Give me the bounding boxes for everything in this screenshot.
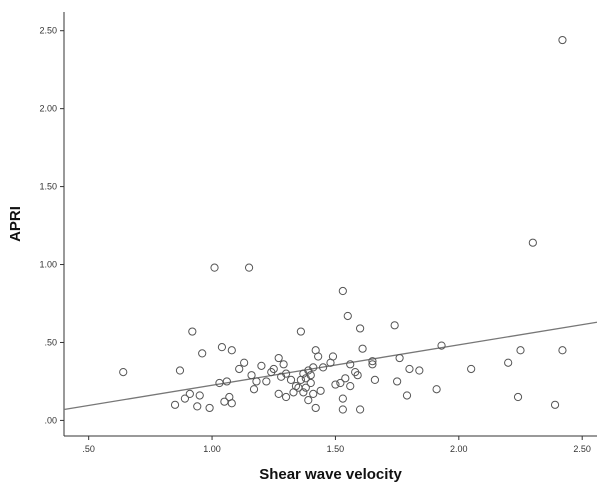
y-tick-label: 2.00 [39,104,57,114]
data-point [341,374,350,383]
data-point [205,403,214,413]
data-point [309,363,318,372]
data-point [304,396,313,405]
data-point [210,263,219,272]
data-point [262,377,271,386]
data-point [227,399,236,408]
data-point [279,360,288,369]
data-point [402,391,412,400]
data-point [558,346,567,355]
data-point [331,380,340,389]
y-tick-label: .50 [44,337,57,347]
data-point [220,397,229,406]
data-point [356,405,365,414]
y-tick-label: .00 [44,415,57,425]
x-tick-label: 1.00 [203,444,221,454]
data-points [119,35,567,414]
data-point [257,361,266,370]
data-point [119,367,128,377]
data-point [356,324,365,333]
data-point [301,383,310,392]
data-point [175,366,185,375]
x-tick-label: .50 [82,444,95,454]
data-point [395,353,404,363]
data-point [550,400,560,409]
data-point [338,405,347,414]
data-point [296,327,305,336]
data-point [405,364,414,374]
data-point [299,388,308,397]
data-point [368,360,377,369]
x-tick-label: 1.50 [327,444,345,454]
data-point [338,394,347,403]
data-point [195,391,204,400]
data-point [338,286,347,296]
data-point [247,371,256,380]
data-point [235,364,244,374]
x-tick-label: 2.00 [450,444,468,454]
data-point [346,360,355,369]
data-point [346,382,355,391]
data-point [306,371,315,380]
data-point [432,385,441,394]
data-point [286,375,296,384]
y-tick-label: 2.50 [39,26,57,36]
data-point [252,377,261,386]
data-point [217,343,227,352]
data-point [249,385,259,394]
x-tick-label: 2.50 [573,444,591,454]
data-point [240,358,249,367]
y-axis-title: APRI [7,206,24,242]
y-tick-label: 1.50 [39,182,57,192]
data-point [370,375,380,384]
data-point [185,389,194,399]
data-point [274,389,283,399]
data-point [306,378,315,388]
data-point [516,346,525,355]
x-axis-title: Shear wave velocity [259,466,402,483]
x-axis-ticks: .50 1.00 1.50 2.00 2.50 [82,436,591,454]
data-point [467,364,476,374]
data-point [336,378,345,388]
data-point [311,403,320,413]
data-point [328,352,338,361]
data-point [318,363,328,372]
data-point [170,400,180,409]
y-tick-label: 1.00 [39,260,57,270]
data-point [274,353,283,363]
data-point [528,238,537,247]
data-point [269,364,278,374]
data-point [393,377,402,386]
data-point [193,402,202,411]
data-point [353,371,362,380]
data-point [437,341,446,350]
data-point [558,35,567,45]
data-point [309,389,318,399]
data-point [390,321,399,330]
data-point [358,344,367,353]
data-point [227,346,236,355]
data-point [281,392,291,402]
data-point [281,369,291,378]
data-point [180,394,190,403]
data-point [188,327,197,336]
data-point [222,377,231,386]
data-point [368,357,377,366]
data-point [198,349,207,358]
data-point [513,392,523,402]
y-axis-ticks: .00 .50 1.00 1.50 2.00 2.50 [39,26,64,425]
data-point [415,366,424,375]
data-point [314,352,323,361]
data-point [244,263,254,272]
data-point [343,311,352,321]
data-point [316,386,325,395]
data-point [215,378,224,388]
data-point [504,358,513,367]
data-point [291,382,301,391]
